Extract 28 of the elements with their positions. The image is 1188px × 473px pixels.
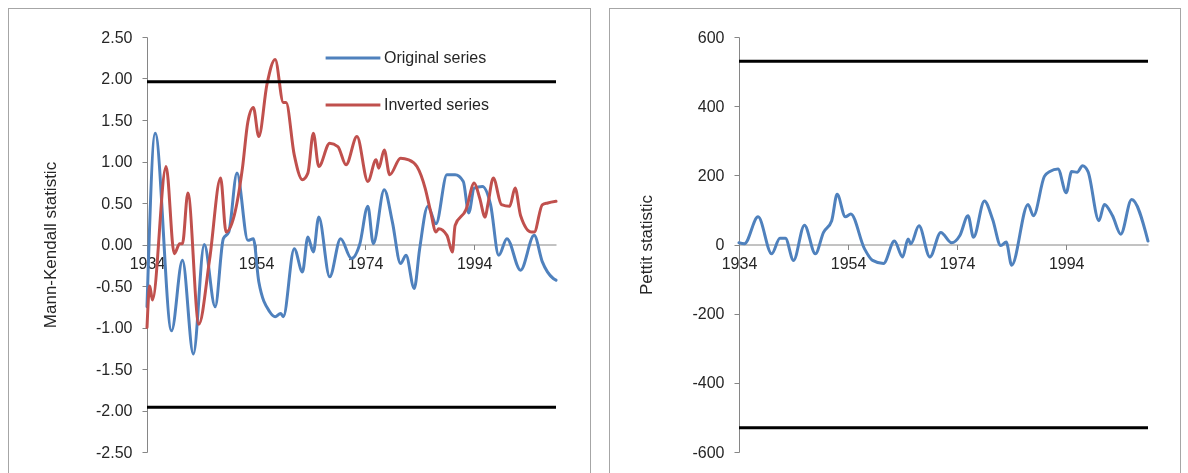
y-tick-label: 2.50 (101, 28, 133, 46)
legend-label: Original series (384, 49, 487, 66)
y-tick-label: 1.50 (101, 111, 133, 129)
x-tick-label: 1974 (347, 255, 384, 272)
y-tick-label: 200 (697, 166, 725, 184)
y-tick-label: -0.50 (96, 277, 133, 295)
y-tick-label: -600 (692, 443, 725, 461)
y-tick-label: -2.50 (96, 443, 133, 461)
y-tick-label: 0.00 (101, 236, 133, 253)
y-axis-title: Pettit statistic (637, 194, 657, 296)
x-tick-label: 1994 (1048, 255, 1085, 272)
x-tick-label: 1974 (939, 255, 976, 272)
y-tick-label: 600 (697, 28, 725, 46)
y-tick-label: 0 (715, 236, 725, 253)
y-tick-label: -1.00 (96, 319, 133, 336)
y-tick-label: -400 (692, 374, 725, 392)
x-tick-label: 1934 (721, 255, 758, 272)
y-tick-label: 1.00 (101, 153, 133, 170)
y-tick-label: 400 (697, 97, 725, 115)
y-tick-label: 0.50 (101, 194, 133, 212)
y-tick-label: -2.00 (96, 402, 133, 419)
legend-label: Inverted series (384, 96, 489, 113)
y-tick-label: -200 (692, 305, 725, 323)
y-axis-title: Mann-Kendall statistic (41, 161, 61, 329)
y-tick-label: -1.50 (96, 360, 133, 378)
x-tick-label: 1954 (830, 255, 867, 272)
y-tick-label: 2.00 (101, 70, 133, 87)
x-tick-label: 1994 (456, 255, 493, 272)
